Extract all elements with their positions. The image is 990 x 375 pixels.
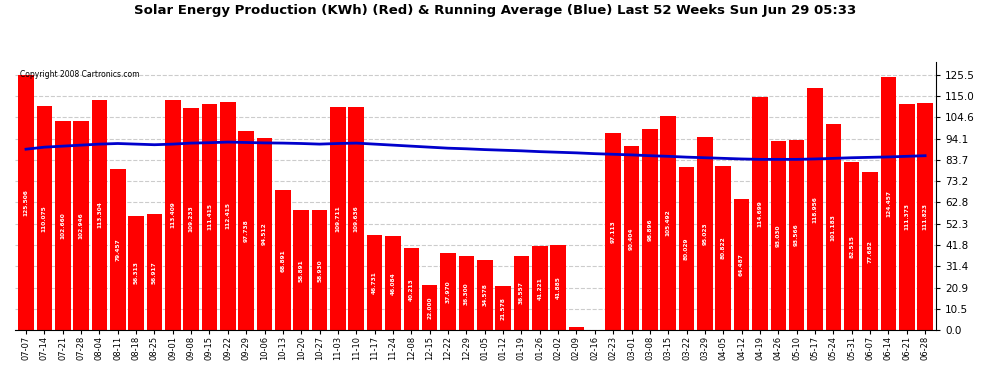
Bar (514, 256, 530, 330)
Text: Solar Energy Production (KWh) (Red) & Running Average (Blue) Last 52 Weeks Sun J: Solar Energy Production (KWh) (Red) & Ru… (134, 4, 856, 17)
Bar (18, 75, 34, 330)
Text: 98.896: 98.896 (647, 218, 652, 241)
Text: 109.711: 109.711 (336, 205, 341, 232)
Text: 114.699: 114.699 (757, 200, 762, 227)
Bar (697, 137, 713, 330)
Bar (385, 237, 401, 330)
Text: 90.404: 90.404 (629, 227, 634, 249)
Text: 113.409: 113.409 (170, 201, 175, 228)
Bar (293, 210, 309, 330)
Text: 94.512: 94.512 (262, 223, 267, 246)
Bar (568, 327, 584, 330)
Text: 124.457: 124.457 (886, 190, 891, 217)
Text: 46.084: 46.084 (390, 272, 395, 295)
Bar (624, 146, 640, 330)
Bar (129, 216, 144, 330)
Text: 37.970: 37.970 (446, 280, 450, 303)
Text: 111.415: 111.415 (207, 203, 212, 230)
Bar (54, 122, 70, 330)
Bar (843, 162, 859, 330)
Text: 22.000: 22.000 (427, 297, 433, 319)
Text: 56.917: 56.917 (151, 261, 157, 284)
Text: 112.415: 112.415 (226, 202, 231, 229)
Text: 97.738: 97.738 (244, 219, 248, 242)
Bar (367, 235, 382, 330)
Bar (734, 199, 749, 330)
Bar (183, 108, 199, 330)
Bar (679, 168, 694, 330)
Bar (477, 260, 492, 330)
Bar (550, 245, 566, 330)
Text: 93.030: 93.030 (776, 224, 781, 247)
Bar (312, 210, 328, 330)
Bar (807, 88, 823, 330)
Text: 110.075: 110.075 (42, 205, 47, 232)
Text: 46.731: 46.731 (372, 271, 377, 294)
Text: 109.233: 109.233 (189, 206, 194, 232)
Text: 79.457: 79.457 (115, 238, 120, 261)
Text: 111.373: 111.373 (904, 204, 909, 231)
Text: 111.823: 111.823 (923, 203, 928, 230)
Bar (202, 104, 217, 330)
Bar (770, 141, 786, 330)
Bar (880, 77, 896, 330)
Text: 118.956: 118.956 (813, 196, 818, 223)
Bar (330, 107, 346, 330)
Bar (348, 107, 364, 330)
Bar (239, 131, 254, 330)
Text: 80.029: 80.029 (684, 238, 689, 260)
Text: 40.213: 40.213 (409, 278, 414, 301)
Bar (716, 166, 731, 330)
Bar (441, 253, 455, 330)
Text: 36.300: 36.300 (464, 282, 469, 304)
Bar (862, 172, 878, 330)
Bar (458, 256, 474, 330)
Text: 21.578: 21.578 (501, 297, 506, 320)
Text: 58.930: 58.930 (317, 259, 322, 282)
Bar (752, 97, 768, 330)
Bar (37, 106, 52, 330)
Text: 77.682: 77.682 (867, 240, 872, 262)
Bar (789, 140, 805, 330)
Bar (532, 246, 547, 330)
Text: 125.506: 125.506 (24, 189, 29, 216)
Text: 113.304: 113.304 (97, 201, 102, 228)
Bar (605, 133, 621, 330)
Text: 97.113: 97.113 (611, 220, 616, 243)
Bar (220, 102, 236, 330)
Bar (660, 116, 676, 330)
Text: Copyright 2008 Cartronics.com: Copyright 2008 Cartronics.com (20, 70, 140, 79)
Text: 102.660: 102.660 (60, 212, 65, 239)
Bar (147, 214, 162, 330)
Text: 64.487: 64.487 (740, 253, 744, 276)
Text: 34.578: 34.578 (482, 284, 487, 306)
Bar (165, 99, 180, 330)
Text: 80.822: 80.822 (721, 237, 726, 260)
Text: 95.023: 95.023 (703, 222, 708, 245)
Text: 93.566: 93.566 (794, 224, 799, 246)
Text: 41.221: 41.221 (538, 277, 543, 300)
Bar (422, 285, 438, 330)
Text: 109.636: 109.636 (353, 206, 358, 232)
Text: 36.557: 36.557 (519, 282, 524, 304)
Bar (92, 100, 107, 330)
Text: 58.891: 58.891 (299, 259, 304, 282)
Text: 105.492: 105.492 (665, 210, 670, 236)
Text: 68.891: 68.891 (280, 249, 285, 272)
Bar (256, 138, 272, 330)
Text: 102.946: 102.946 (78, 212, 83, 239)
Text: 41.885: 41.885 (555, 276, 560, 299)
Bar (826, 124, 842, 330)
Bar (918, 103, 933, 330)
Text: 101.183: 101.183 (831, 214, 836, 241)
Text: 82.515: 82.515 (849, 235, 854, 258)
Bar (110, 169, 126, 330)
Text: 56.313: 56.313 (134, 261, 139, 284)
Bar (404, 248, 419, 330)
Bar (899, 104, 915, 330)
Bar (643, 129, 657, 330)
Bar (495, 286, 511, 330)
Bar (275, 190, 291, 330)
Bar (73, 121, 89, 330)
